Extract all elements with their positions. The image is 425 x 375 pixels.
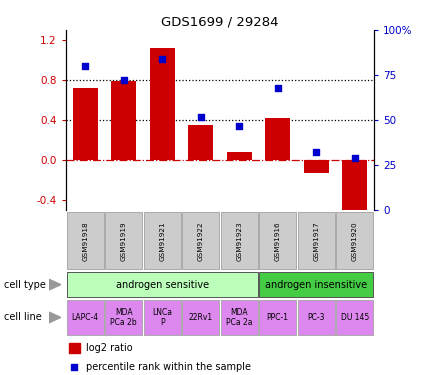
FancyBboxPatch shape — [259, 300, 296, 334]
Text: LAPC-4: LAPC-4 — [71, 313, 99, 322]
FancyBboxPatch shape — [144, 300, 181, 334]
Point — [313, 149, 320, 155]
Bar — [265, 118, 290, 160]
FancyBboxPatch shape — [336, 300, 373, 334]
Bar — [304, 160, 329, 173]
Text: GSM91922: GSM91922 — [198, 221, 204, 261]
FancyBboxPatch shape — [221, 300, 258, 334]
Text: androgen insensitive: androgen insensitive — [265, 280, 367, 290]
FancyBboxPatch shape — [298, 213, 335, 269]
Point — [236, 123, 243, 129]
Polygon shape — [49, 312, 61, 323]
FancyBboxPatch shape — [105, 213, 142, 269]
Text: PC-3: PC-3 — [307, 313, 325, 322]
Point — [197, 114, 204, 120]
Text: cell type: cell type — [4, 280, 46, 290]
Text: DU 145: DU 145 — [340, 313, 369, 322]
Title: GDS1699 / 29284: GDS1699 / 29284 — [161, 16, 279, 29]
Text: GSM91920: GSM91920 — [352, 221, 358, 261]
FancyBboxPatch shape — [259, 272, 373, 297]
Text: 22Rv1: 22Rv1 — [189, 313, 213, 322]
Text: PPC-1: PPC-1 — [267, 313, 289, 322]
FancyBboxPatch shape — [182, 300, 219, 334]
FancyBboxPatch shape — [221, 213, 258, 269]
FancyBboxPatch shape — [259, 213, 296, 269]
Bar — [150, 48, 175, 160]
Text: GSM91919: GSM91919 — [121, 221, 127, 261]
Point — [274, 85, 281, 91]
Text: GSM91917: GSM91917 — [313, 221, 319, 261]
Text: MDA
PCa 2b: MDA PCa 2b — [110, 308, 137, 327]
Point — [120, 77, 127, 83]
FancyBboxPatch shape — [105, 300, 142, 334]
Text: GSM91916: GSM91916 — [275, 221, 280, 261]
Point — [71, 364, 78, 370]
FancyBboxPatch shape — [298, 300, 335, 334]
Bar — [188, 125, 213, 160]
FancyBboxPatch shape — [67, 300, 104, 334]
FancyBboxPatch shape — [67, 272, 258, 297]
Bar — [342, 160, 367, 215]
Bar — [73, 88, 98, 160]
Text: GSM91923: GSM91923 — [236, 221, 242, 261]
Text: log2 ratio: log2 ratio — [86, 343, 133, 353]
Point — [159, 56, 166, 62]
Text: LNCa
P: LNCa P — [152, 308, 172, 327]
Polygon shape — [49, 279, 61, 290]
Point — [82, 63, 88, 69]
Bar — [111, 81, 136, 160]
Bar — [227, 152, 252, 160]
Text: GSM91918: GSM91918 — [82, 221, 88, 261]
FancyBboxPatch shape — [67, 213, 104, 269]
Bar — [69, 343, 80, 353]
Text: percentile rank within the sample: percentile rank within the sample — [86, 362, 251, 372]
Text: androgen sensitive: androgen sensitive — [116, 280, 209, 290]
FancyBboxPatch shape — [144, 213, 181, 269]
Text: GSM91921: GSM91921 — [159, 221, 165, 261]
FancyBboxPatch shape — [336, 213, 373, 269]
Text: cell line: cell line — [4, 312, 42, 322]
FancyBboxPatch shape — [182, 213, 219, 269]
Text: MDA
PCa 2a: MDA PCa 2a — [226, 308, 252, 327]
Point — [351, 155, 358, 161]
